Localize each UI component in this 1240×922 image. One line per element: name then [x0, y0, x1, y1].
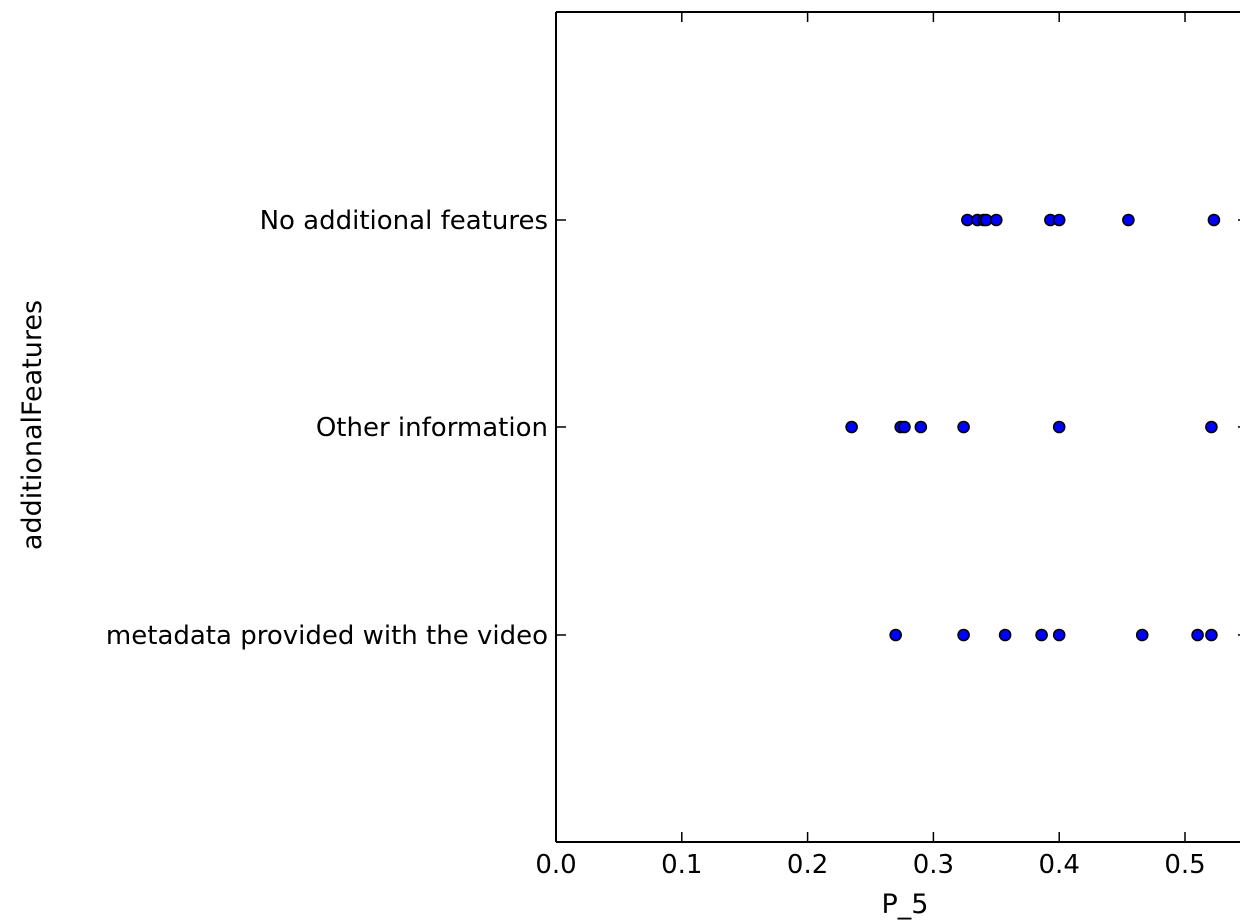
x-tick-label: 0.0: [535, 850, 576, 880]
data-points: [845, 213, 1221, 642]
data-point: [989, 213, 1003, 227]
data-point: [845, 420, 858, 434]
y-tick-label: metadata provided with the video: [106, 621, 548, 651]
data-point: [1035, 628, 1048, 642]
x-tick-label: 0.1: [661, 850, 702, 880]
data-point: [898, 420, 911, 434]
y-tick-label: No additional features: [260, 206, 548, 236]
data-point: [889, 628, 902, 642]
x-tick-label: 0.3: [913, 850, 954, 880]
y-ticks: No additional features Other information m…: [106, 206, 1240, 651]
y-tick-label: Other information: [316, 413, 548, 443]
data-point: [957, 628, 970, 642]
data-point: [998, 628, 1012, 642]
x-tick-label: 0.4: [1039, 850, 1080, 880]
data-point: [1122, 213, 1135, 227]
data-point: [1052, 213, 1066, 227]
data-point: [957, 420, 970, 434]
data-point: [1205, 420, 1218, 434]
y-axis-label: additionalFeatures: [17, 300, 48, 550]
data-point: [1135, 628, 1149, 642]
data-point: [1205, 628, 1218, 642]
data-point: [914, 420, 928, 434]
data-point: [1207, 213, 1221, 227]
x-tick-label: 0.2: [787, 850, 828, 880]
x-tick-label: 0.5: [1164, 850, 1205, 880]
x-ticks: 0.0 0.1 0.2 0.3 0.4 0.5: [535, 12, 1206, 880]
data-point: [1052, 420, 1066, 434]
data-point: [1191, 628, 1204, 642]
data-point: [1052, 628, 1066, 642]
x-axis-label: P_5: [882, 889, 929, 920]
